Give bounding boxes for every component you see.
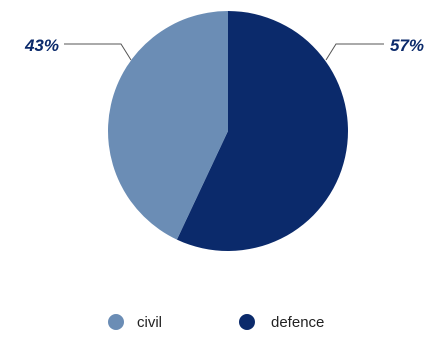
- pie-slices: [108, 11, 349, 251]
- legend-swatch-defence: [239, 314, 255, 330]
- leader-line-defence: [325, 43, 384, 61]
- legend: civil defence: [108, 314, 324, 331]
- data-label-defence: 57%: [390, 36, 424, 55]
- data-label-civil: 43%: [24, 36, 59, 55]
- leader-line-civil: [64, 43, 132, 61]
- legend-swatch-civil: [108, 314, 124, 330]
- legend-label-defence: defence: [271, 314, 324, 331]
- pie-slice-defence: [176, 11, 349, 251]
- pie-slice-civil: [108, 11, 228, 240]
- legend-label-civil: civil: [137, 314, 162, 331]
